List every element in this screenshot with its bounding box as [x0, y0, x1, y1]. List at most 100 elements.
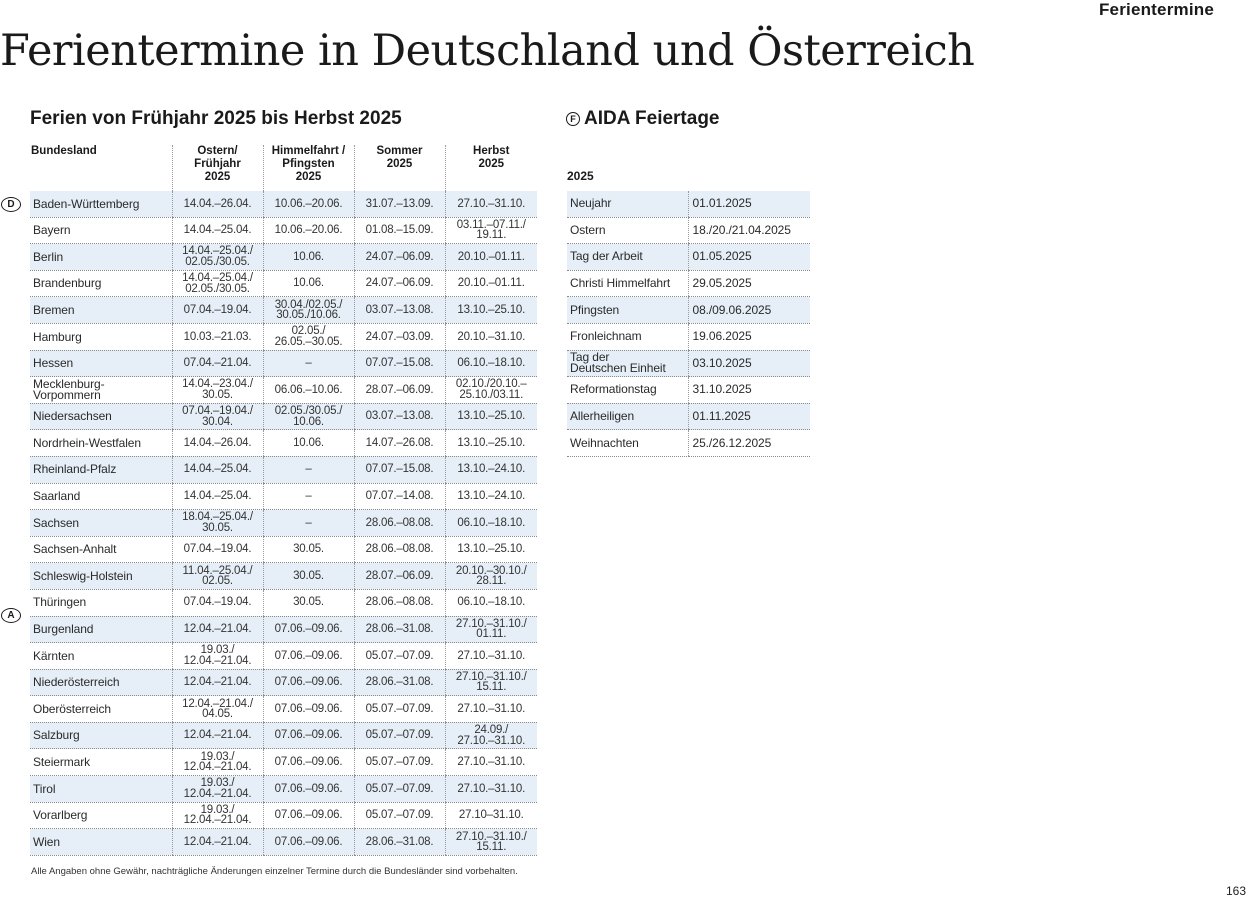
feiertage-heading-text: AIDA Feiertage: [584, 108, 720, 129]
date-cell: 12.04.–21.04.: [171, 828, 263, 856]
date-cell: 07.07.–14.08.: [353, 483, 445, 511]
date-cell: 28.06.–31.08.: [353, 669, 445, 697]
bundesland-cell: Hamburg: [30, 323, 172, 351]
date-cell: 13.10.–25.10.: [444, 403, 537, 431]
date-cell: 18.04.–25.04./30.05.: [171, 509, 263, 537]
table-row: Burgenland 12.04.–21.04. 07.06.–09.06. 28.0…: [30, 616, 537, 644]
feiertag-date-cell: 25./26.12.2025: [687, 429, 810, 457]
footnote: Alle Angaben ohne Gewähr, nachträgliche …: [31, 866, 518, 877]
page-number: 163: [1225, 884, 1246, 898]
date-cell: 10.06.–20.06.: [262, 191, 354, 218]
feiertag-name-cell: Pfingsten: [567, 296, 688, 324]
column-header-bundesland: Bundesland: [31, 145, 97, 157]
table-row: Wien 12.04.–21.04. 07.06.–09.06. 28.06.–31.…: [30, 828, 537, 856]
holidays-table: Bundesland Ostern/Frühjahr 2025 Himmelfahrt…: [30, 145, 537, 856]
date-cell: 27.10.–31.10.: [444, 642, 537, 670]
date-cell: 27.10.–31.10./15.11.: [444, 828, 537, 856]
feiertag-name-cell: Ostern: [567, 217, 688, 245]
date-cell: 07.06.–09.06.: [262, 695, 354, 723]
date-cell: 19.03./12.04.–21.04.: [171, 642, 263, 670]
bundesland-cell: Bayern: [30, 217, 172, 245]
date-cell: 14.07.–26.08.: [353, 429, 445, 457]
feiertag-date-cell: 19.06.2025: [687, 323, 810, 351]
table-row: Tag der Deutschen Einheit 03.10.2025: [567, 350, 810, 378]
date-cell: 20.10.–31.10.: [444, 323, 537, 351]
bundesland-cell: Niederösterreich: [30, 669, 172, 697]
table-row: Bremen 07.04.–19.04. 30.04./02.05./30.05./…: [30, 296, 537, 324]
page-title: Ferientermine in Deutschland und Österre…: [0, 26, 975, 76]
table-row: Hessen 07.04.–21.04. –07.07.–15.08. 06.10.–…: [30, 350, 537, 378]
feiertag-name-cell: Tag der Deutschen Einheit: [567, 350, 688, 378]
date-cell: –: [262, 483, 354, 511]
column-header-3: Sommer 2025: [353, 145, 445, 191]
date-cell: 27.10.–31.10./01.11.: [444, 616, 537, 644]
date-cell: 07.06.–09.06.: [262, 828, 354, 856]
date-cell: 07.04.–21.04.: [171, 350, 263, 378]
date-cell: 05.07.–07.09.: [353, 748, 445, 777]
date-cell: 28.06.–31.08.: [353, 616, 445, 644]
date-cell: 13.10.–24.10.: [444, 456, 537, 484]
date-cell: 10.06.–20.06.: [262, 217, 354, 245]
holidays-heading: Ferien von Frühjahr 2025 bis Herbst 2025: [30, 108, 402, 129]
table-row: Sachsen-Anhalt 07.04.–19.04. 30.05. 28.06.–…: [30, 536, 537, 564]
feiertag-name-cell: Allerheiligen: [567, 403, 688, 431]
date-cell: 14.04.–25.04./02.05./30.05.: [171, 270, 263, 298]
date-cell: 07.07.–15.08.: [353, 456, 445, 484]
bundesland-cell: Berlin: [30, 243, 172, 271]
date-cell: 30.04./02.05./30.05./10.06.: [262, 296, 354, 324]
date-cell: 07.06.–09.06.: [262, 775, 354, 803]
feiertage-year: 2025: [567, 169, 594, 183]
date-cell: 24.07.–06.09.: [353, 243, 445, 271]
date-cell: 07.04.–19.04.: [171, 536, 263, 564]
bundesland-cell: Kärnten: [30, 642, 172, 670]
date-cell: 10.06.: [262, 270, 354, 298]
table-row: Nordrhein-Westfalen 14.04.–26.04. 10.06. 14…: [30, 429, 537, 457]
table-row: Tag der Arbeit 01.05.2025: [567, 243, 810, 271]
table-row: Steiermark 19.03./12.04.–21.04. 07.06.–09.…: [30, 748, 537, 777]
date-cell: 02.05./30.05./10.06.: [262, 403, 354, 431]
date-cell: 03.07.–13.08.: [353, 403, 445, 431]
table-row: Niedersachsen 07.04.–19.04./30.04. 02.05./…: [30, 403, 537, 431]
date-cell: 03.11.–07.11./19.11.: [444, 217, 537, 245]
table-row: Baden-Württemberg 14.04.–26.04. 10.06.–20.…: [30, 191, 537, 218]
date-cell: 07.04.–19.04.: [171, 589, 263, 617]
feiertag-date-cell: 01.01.2025: [687, 191, 810, 218]
bundesland-cell: Thüringen: [30, 589, 172, 617]
date-cell: 06.06.–10.06.: [262, 376, 354, 404]
table-row: Hamburg 10.03.–21.03. 02.05./26.05.–30.05.…: [30, 323, 537, 351]
bundesland-cell: Vorarlberg: [30, 802, 172, 830]
table-row: Tirol 19.03./12.04.–21.04. 07.06.–09.06. 05…: [30, 775, 537, 803]
date-cell: 13.10.–25.10.: [444, 296, 537, 324]
date-cell: 27.10.–31.10.: [444, 191, 537, 218]
feiertag-name-cell: Weihnachten: [567, 429, 688, 457]
date-cell: 05.07.–07.09.: [353, 775, 445, 803]
bundesland-cell: Saarland: [30, 483, 172, 511]
table-row: Weihnachten 25./26.12.2025: [567, 429, 810, 457]
date-cell: 24.07.–03.09.: [353, 323, 445, 351]
date-cell: 06.10.–18.10.: [444, 589, 537, 617]
date-cell: 14.04.–25.04./02.05./30.05.: [171, 243, 263, 271]
table-row: Rheinland-Pfalz 14.04.–25.04. –07.07.–15.0…: [30, 456, 537, 484]
feiertage-table: Neujahr 01.01.2025 Ostern 18./20./21.04.202…: [567, 191, 810, 457]
table-row: Vorarlberg 19.03./12.04.–21.04. 07.06.–09.…: [30, 802, 537, 830]
bundesland-cell: Mecklenburg-Vorpommern: [30, 376, 172, 404]
feiertag-date-cell: 01.05.2025: [687, 243, 810, 271]
bundesland-cell: Niedersachsen: [30, 403, 172, 431]
bundesland-cell: Salzburg: [30, 722, 172, 750]
bundesland-cell: Wien: [30, 828, 172, 856]
date-cell: 14.04.–25.04.: [171, 217, 263, 245]
table-row: Reformationstag 31.10.2025: [567, 376, 810, 404]
table-row: Bayern 14.04.–25.04. 10.06.–20.06. 01.08.–1…: [30, 217, 537, 245]
date-cell: 24.09./27.10.–31.10.: [444, 722, 537, 750]
date-cell: 01.08.–15.09.: [353, 217, 445, 245]
table-row: Berlin 14.04.–25.04./02.05./30.05. 10.06. 2…: [30, 243, 537, 271]
holidays-table-header: Bundesland Ostern/Frühjahr 2025 Himmelfahrt…: [30, 145, 537, 191]
date-cell: 28.06.–08.08.: [353, 589, 445, 617]
date-cell: 12.04.–21.04.: [171, 722, 263, 750]
date-cell: 14.04.–23.04./30.05.: [171, 376, 263, 404]
date-cell: 27.10.–31.10.: [444, 695, 537, 723]
date-cell: 30.05.: [262, 562, 354, 590]
date-cell: 19.03./12.04.–21.04.: [171, 802, 263, 830]
date-cell: –: [262, 456, 354, 484]
bundesland-cell: Steiermark: [30, 748, 172, 777]
